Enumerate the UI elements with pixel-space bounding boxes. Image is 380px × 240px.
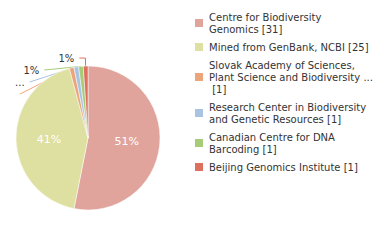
svg-text:41%: 41% (37, 133, 61, 146)
svg-text:Mined from GenBank, NCBI [25]: Mined from GenBank, NCBI [25] (209, 42, 369, 53)
svg-text:Canadian Centre for DNA: Canadian Centre for DNA (209, 132, 338, 143)
svg-text:Research Center in Biodiversit: Research Center in Biodiversity (209, 102, 369, 113)
svg-text:1%: 1% (59, 53, 75, 64)
svg-text:Plant Science and Biodiversity: Plant Science and Biodiversity ... (209, 72, 373, 83)
svg-text:1%: 1% (23, 65, 39, 76)
svg-text:Genomics [31]: Genomics [31] (209, 24, 282, 35)
svg-text:Beijing Genomics Institute [1]: Beijing Genomics Institute [1] (209, 162, 358, 173)
svg-text:Centre for Biodiversity: Centre for Biodiversity (209, 12, 325, 23)
svg-text:[1]: [1] (209, 84, 226, 95)
svg-text:51%: 51% (115, 135, 139, 148)
svg-text:...: ... (15, 77, 25, 88)
svg-text:Barcoding [1]: Barcoding [1] (209, 144, 277, 155)
svg-text:and Genetic Resources [1]: and Genetic Resources [1] (209, 114, 341, 125)
svg-text:Slovak Academy of Sciences,: Slovak Academy of Sciences, (209, 60, 358, 71)
